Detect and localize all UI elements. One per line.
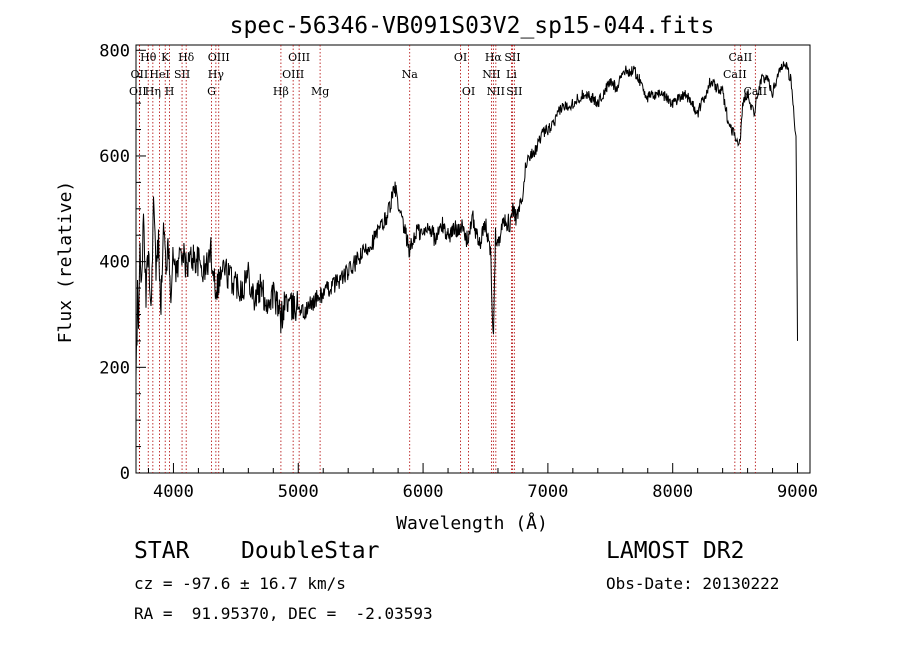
- line-marker-label: OI: [454, 51, 467, 64]
- object-subclass: DoubleStar: [241, 538, 380, 564]
- y-tick-label: 800: [99, 41, 130, 61]
- y-tick-label: 400: [99, 253, 130, 273]
- line-marker-label: H: [165, 85, 175, 98]
- redshift-velocity: cz = -97.6 ± 16.7 km/s: [134, 574, 346, 593]
- y-axis-label: Flux (relative): [55, 181, 76, 344]
- line-marker-label: SII: [506, 85, 522, 98]
- line-marker-label: OIII: [288, 51, 310, 64]
- y-tick-label: 600: [99, 147, 130, 167]
- y-tick-label: 200: [99, 358, 130, 378]
- line-marker-label: CaII: [723, 68, 747, 81]
- survey-name: LAMOST DR2: [606, 538, 745, 564]
- y-axis-ticks: 0 200 400 600 800: [99, 41, 146, 484]
- coordinates: RA = 91.95370, DEC = -2.03593: [134, 604, 433, 623]
- line-marker-label: CaII: [743, 85, 767, 98]
- line-marker-label: OIII: [208, 51, 230, 64]
- x-tick-label: 4000: [153, 482, 194, 502]
- line-marker-label: SII: [174, 68, 190, 81]
- line-marker-label: NII: [482, 68, 500, 81]
- chart-title: spec-56346-VB091S03V2_sp15-044.fits: [230, 13, 715, 39]
- line-marker-label: G: [207, 85, 216, 98]
- object-class: STAR: [134, 538, 190, 564]
- x-tick-label: 7000: [527, 482, 568, 502]
- line-marker-label: K: [161, 51, 170, 64]
- line-marker-label: Hθ: [140, 51, 157, 64]
- line-marker-label: Hγ: [208, 68, 225, 81]
- line-marker-label: Hδ: [178, 51, 195, 64]
- line-marker-label: Na: [402, 68, 419, 81]
- plot-frame: [135, 44, 811, 474]
- x-tick-label: 8000: [652, 482, 693, 502]
- spectrum-line: [135, 61, 798, 377]
- line-marker-label: OIII: [282, 68, 304, 81]
- x-axis-ticks: 4000 5000 6000 7000 8000 9000: [147, 463, 818, 502]
- x-tick-label: 6000: [403, 482, 444, 502]
- line-marker-label: CaII: [729, 51, 753, 64]
- x-tick-label: 9000: [777, 482, 818, 502]
- line-marker-label: Li: [506, 68, 517, 81]
- line-marker-label: NII: [487, 85, 505, 98]
- line-marker-label: OI: [462, 85, 475, 98]
- line-marker-label: SII: [504, 51, 520, 64]
- line-marker-label: Mg: [311, 85, 329, 98]
- line-marker-label: OII: [131, 68, 149, 81]
- x-axis-label: Wavelength (Å): [396, 512, 548, 534]
- y-tick-label: 0: [120, 464, 130, 484]
- line-marker-label: Hα: [485, 51, 503, 64]
- x-tick-label: 5000: [278, 482, 319, 502]
- spectral-line-markers: [138, 45, 756, 473]
- line-marker-label: Hβ: [273, 85, 289, 98]
- observation-date: Obs-Date: 20130222: [606, 574, 780, 593]
- line-marker-label: HeI: [149, 68, 169, 81]
- line-marker-label: Hη: [145, 85, 161, 98]
- line-marker-label: OII: [129, 85, 147, 98]
